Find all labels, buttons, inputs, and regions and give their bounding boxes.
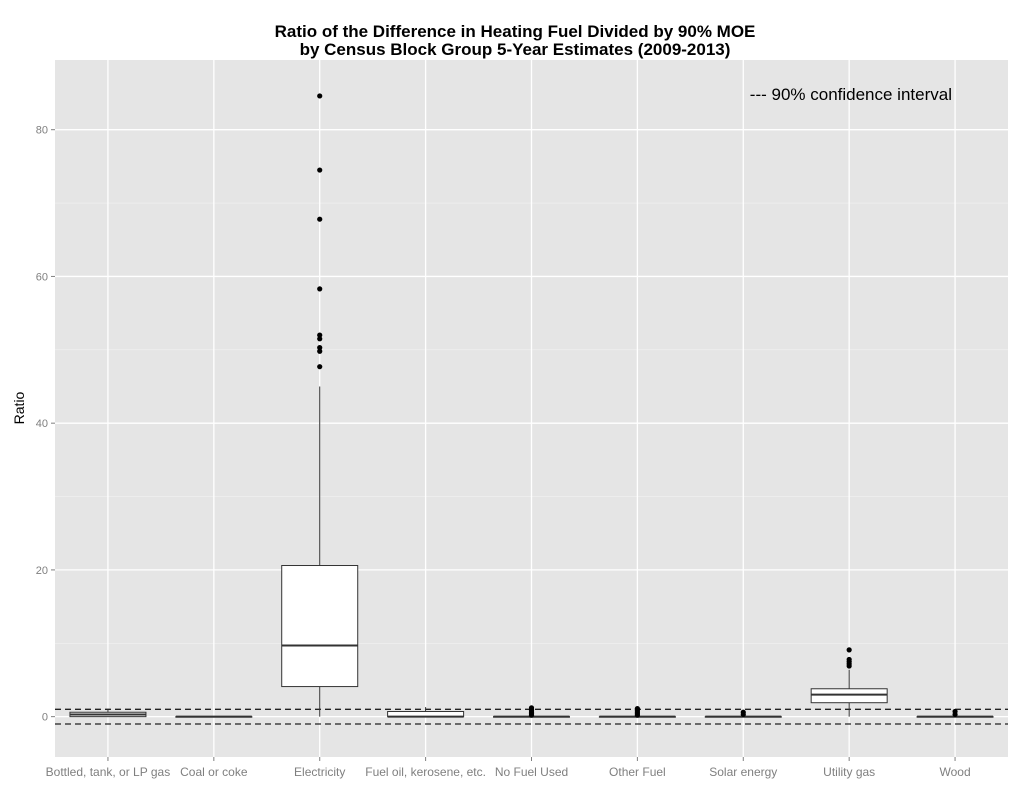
y-tick-label: 80 (36, 125, 48, 137)
chart-title: Ratio of the Difference in Heating Fuel … (275, 22, 756, 41)
y-tick-label: 60 (36, 271, 48, 283)
outlier-point (317, 336, 323, 342)
x-tick-label: Coal or coke (180, 765, 248, 779)
outlier-point (317, 348, 323, 354)
outlier-point (317, 286, 323, 292)
chart-subtitle: by Census Block Group 5-Year Estimates (… (300, 40, 731, 59)
outlier-point (317, 364, 323, 370)
outlier-point (634, 705, 640, 712)
x-tick-label: Electricity (294, 765, 345, 779)
x-tick-label: Other Fuel (609, 765, 666, 779)
y-axis-label: Ratio (11, 391, 27, 424)
x-tick-label: Utility gas (823, 765, 875, 779)
confidence-interval-annotation: --- 90% confidence interval (750, 85, 952, 104)
x-tick-label: Fuel oil, kerosene, etc. (365, 765, 486, 779)
outlier-point (528, 705, 535, 711)
outlier-point (317, 93, 323, 99)
x-tick-label: Wood (939, 765, 970, 779)
outlier-point (317, 216, 323, 222)
outlier-point (317, 345, 323, 351)
x-tick-label: Solar energy (709, 765, 777, 779)
outlier-point (740, 709, 746, 715)
x-tick-label: No Fuel Used (495, 765, 568, 779)
outlier-point (317, 167, 323, 173)
y-tick-label: 20 (36, 565, 48, 577)
outlier-point (846, 647, 852, 653)
y-tick-label: 0 (42, 712, 48, 724)
outlier-point (846, 656, 852, 663)
outlier-point (952, 708, 958, 715)
box (810, 688, 888, 704)
x-tick-label: Bottled, tank, or LP gas (46, 765, 171, 779)
box (281, 565, 359, 688)
outlier-point (317, 332, 323, 338)
y-tick-label: 40 (36, 418, 48, 430)
